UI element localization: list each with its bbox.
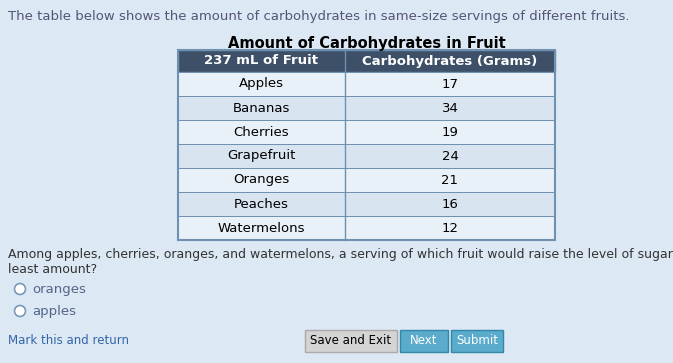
Bar [400,330,448,352]
Bar [178,50,555,72]
Text: Save and Exit: Save and Exit [310,334,392,347]
Bar [178,72,555,96]
Text: oranges: oranges [32,282,86,295]
Text: Amount of Carbohydrates in Fruit: Amount of Carbohydrates in Fruit [227,36,505,51]
Text: Peaches: Peaches [234,197,289,211]
Text: Carbohydrates (Grams): Carbohydrates (Grams) [362,54,538,68]
Text: 21: 21 [441,174,458,187]
Bar [178,96,555,120]
Bar [178,168,555,192]
Text: Among apples, cherries, oranges, and watermelons, a serving of which fruit would: Among apples, cherries, oranges, and wat… [8,248,673,276]
Bar [178,216,555,240]
Text: 19: 19 [441,126,458,139]
Text: 24: 24 [441,150,458,163]
Bar [178,192,555,216]
Text: Watermelons: Watermelons [218,221,306,234]
Bar [178,50,555,240]
Bar [305,330,397,352]
Text: apples: apples [32,305,76,318]
Text: Mark this and return: Mark this and return [8,334,129,347]
Text: 17: 17 [441,77,458,90]
Text: 12: 12 [441,221,458,234]
Text: The table below shows the amount of carbohydrates in same-size servings of diffe: The table below shows the amount of carb… [8,10,629,23]
Text: Next: Next [411,334,437,347]
Bar [451,330,503,352]
Text: Cherries: Cherries [234,126,289,139]
Text: Apples: Apples [239,77,284,90]
Circle shape [15,284,26,294]
Bar [178,144,555,168]
Text: Grapefruit: Grapefruit [227,150,295,163]
Text: Submit: Submit [456,334,498,347]
Text: 34: 34 [441,102,458,114]
Text: Oranges: Oranges [234,174,289,187]
Bar [178,120,555,144]
Text: 16: 16 [441,197,458,211]
Circle shape [15,306,26,317]
Text: 237 mL of Fruit: 237 mL of Fruit [205,54,318,68]
Text: Bananas: Bananas [233,102,290,114]
